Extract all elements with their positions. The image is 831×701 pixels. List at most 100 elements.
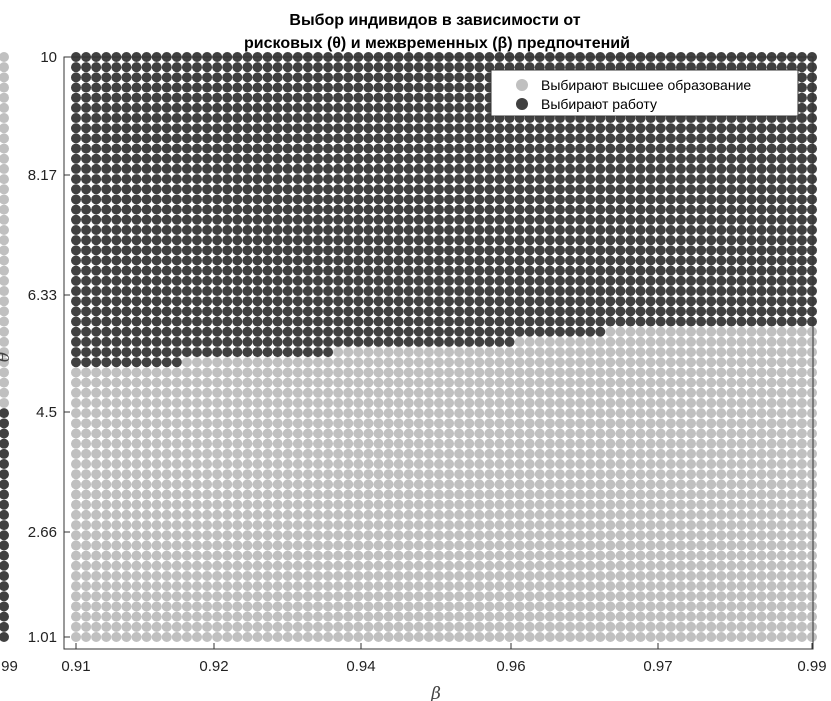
- scatter-point: [464, 621, 475, 632]
- scatter-point: [111, 387, 122, 398]
- scatter-point: [343, 367, 354, 378]
- scatter-point: [171, 479, 182, 490]
- scatter-point: [272, 306, 283, 317]
- scatter-point: [494, 550, 505, 561]
- scatter-point: [454, 581, 465, 592]
- scatter-point: [615, 275, 626, 286]
- scatter-point: [151, 62, 162, 73]
- scatter-point: [81, 174, 92, 185]
- scatter-point: [605, 123, 616, 134]
- scatter-point: [645, 347, 656, 358]
- scatter-point: [181, 540, 192, 551]
- scatter-point: [565, 387, 576, 398]
- scatter-point: [393, 133, 404, 144]
- scatter-point: [575, 570, 586, 581]
- scatter-point: [101, 275, 112, 286]
- scatter-point: [81, 418, 92, 429]
- scatter-point: [716, 123, 727, 134]
- scatter-point: [252, 123, 263, 134]
- scatter-point: [312, 611, 323, 622]
- scatter-point: [575, 601, 586, 612]
- scatter-point: [363, 540, 374, 551]
- adjacent-panel-point: [0, 163, 9, 174]
- scatter-point: [222, 326, 233, 337]
- scatter-point: [333, 245, 344, 256]
- scatter-point: [282, 448, 293, 459]
- scatter-point: [292, 438, 303, 449]
- scatter-point: [111, 560, 122, 571]
- scatter-point: [766, 581, 777, 592]
- scatter-point: [292, 601, 303, 612]
- scatter-point: [91, 387, 102, 398]
- scatter-point: [544, 397, 555, 408]
- scatter-point: [171, 540, 182, 551]
- scatter-point: [121, 62, 132, 73]
- scatter-point: [272, 296, 283, 307]
- scatter-point: [544, 224, 555, 235]
- scatter-point: [343, 530, 354, 541]
- scatter-point: [151, 143, 162, 154]
- adjacent-panel-point: [0, 581, 9, 592]
- scatter-point: [615, 143, 626, 154]
- scatter-point: [363, 82, 374, 93]
- scatter-point: [242, 316, 253, 327]
- scatter-point: [444, 153, 455, 164]
- scatter-point: [514, 611, 525, 622]
- axes: 0.91 0.92 0.94 0.96 0.97 0.991.012.664.56.338…: [28, 49, 827, 675]
- scatter-point: [444, 102, 455, 113]
- scatter-point: [807, 153, 817, 164]
- scatter-point: [655, 255, 666, 266]
- scatter-point: [726, 459, 737, 470]
- scatter-point: [675, 357, 686, 368]
- scatter-point: [565, 459, 576, 470]
- scatter-point: [776, 286, 787, 297]
- scatter-point: [423, 255, 434, 266]
- scatter-point: [272, 448, 283, 459]
- scatter-point: [222, 265, 233, 276]
- scatter-point: [111, 163, 122, 174]
- scatter-point: [766, 286, 777, 297]
- scatter-point: [625, 469, 636, 480]
- scatter-point: [272, 540, 283, 551]
- scatter-point: [353, 265, 364, 276]
- scatter-point: [655, 570, 666, 581]
- scatter-point: [554, 499, 565, 510]
- scatter-point: [323, 397, 334, 408]
- scatter-point: [272, 245, 283, 256]
- scatter-point: [554, 265, 565, 276]
- scatter-point: [222, 560, 233, 571]
- scatter-point: [101, 591, 112, 602]
- scatter-point: [161, 570, 172, 581]
- scatter-point: [423, 102, 434, 113]
- scatter-point: [696, 143, 707, 154]
- scatter-point: [655, 214, 666, 225]
- scatter-point: [635, 621, 646, 632]
- scatter-point: [343, 316, 354, 327]
- scatter-point: [141, 520, 152, 531]
- scatter-point: [403, 397, 414, 408]
- scatter-point: [635, 428, 646, 439]
- scatter-point: [454, 286, 465, 297]
- adjacent-panel-point: [0, 143, 9, 154]
- scatter-point: [403, 286, 414, 297]
- scatter-point: [474, 306, 485, 317]
- scatter-point: [131, 113, 142, 124]
- scatter-point: [161, 347, 172, 358]
- scatter-point: [776, 530, 787, 541]
- scatter-point: [807, 489, 817, 500]
- scatter-point: [565, 570, 576, 581]
- scatter-point: [655, 520, 666, 531]
- scatter-point: [413, 326, 424, 337]
- scatter-point: [524, 550, 535, 561]
- scatter-point: [706, 133, 717, 144]
- scatter-point: [101, 316, 112, 327]
- scatter-point: [212, 123, 223, 134]
- scatter-point: [494, 377, 505, 388]
- scatter-point: [252, 296, 263, 307]
- scatter-point: [212, 153, 223, 164]
- scatter-point: [585, 265, 596, 276]
- scatter-point: [272, 438, 283, 449]
- scatter-point: [776, 408, 787, 419]
- scatter-point: [272, 621, 283, 632]
- scatter-point: [292, 235, 303, 246]
